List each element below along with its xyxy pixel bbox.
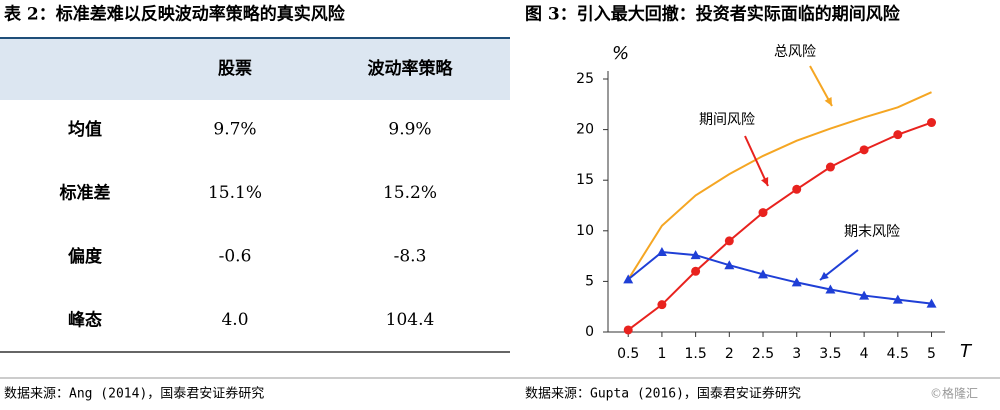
annotation-arrow	[744, 135, 769, 187]
x-tick-label: 4.5	[887, 346, 909, 362]
point	[623, 274, 634, 284]
x-tick-label: 3.5	[819, 346, 841, 362]
table-cell: 15.1%	[208, 183, 262, 203]
x-axis-label: T	[960, 341, 973, 362]
y-tick-label: 25	[576, 71, 594, 87]
point	[690, 250, 701, 260]
table-cell: 9.7%	[213, 120, 256, 140]
table-cell: -0.6	[219, 247, 252, 267]
table-row-label: 均值	[68, 119, 102, 140]
x-tick-label: 0.5	[617, 346, 639, 362]
point	[825, 162, 835, 172]
table-row-label: 峰态	[68, 310, 102, 331]
point	[825, 284, 836, 294]
point	[893, 130, 903, 140]
series-line	[627, 121, 932, 331]
table-cell: 4.0	[221, 310, 248, 330]
point	[623, 325, 633, 335]
series-line	[627, 251, 932, 305]
point	[792, 184, 802, 194]
table-cell: -8.3	[394, 247, 427, 267]
y-tick-label: 5	[585, 273, 594, 289]
point	[892, 294, 903, 304]
y-tick-label: 20	[576, 122, 594, 138]
series-annotation: 期末风险	[844, 224, 900, 240]
chart-source: 数据来源：Gupta (2016)，国泰君安证券研究	[525, 386, 801, 402]
point	[691, 266, 701, 276]
point	[657, 300, 667, 310]
point	[656, 247, 667, 257]
x-tick-label: 2.5	[752, 346, 774, 362]
arrow-head	[820, 271, 829, 280]
point	[926, 298, 937, 308]
point	[927, 118, 937, 128]
y-axis-label: %	[612, 43, 629, 64]
table-source: 数据来源：Ang (2014)，国泰君安证券研究	[4, 386, 264, 402]
table-cell: 9.9%	[388, 120, 431, 140]
series-line	[627, 91, 932, 280]
series-annotation: 总风险	[774, 44, 816, 60]
table-row-label: 标准差	[60, 183, 111, 204]
table-title: 表 2：标准差难以反映波动率策略的真实风险	[4, 4, 346, 25]
table-cell: 15.2%	[383, 183, 437, 203]
arrow-head	[761, 177, 769, 186]
y-tick-label: 15	[576, 172, 594, 188]
x-tick-label: 2	[725, 346, 734, 362]
x-tick-label: 3	[792, 346, 801, 362]
table-cell: 104.4	[386, 310, 435, 330]
series-annotation: 期间风险	[699, 112, 755, 128]
table-header-cell: 股票	[218, 59, 252, 79]
table-header-bg	[0, 38, 510, 100]
y-tick-label: 10	[576, 223, 594, 239]
chart-title: 图 3：引入最大回撤：投资者实际面临的期间风险	[525, 4, 901, 25]
point	[859, 290, 870, 300]
table-row-label: 偏度	[68, 246, 103, 267]
arrow-head	[824, 97, 832, 106]
point	[724, 260, 735, 270]
x-tick-label: 5	[927, 346, 936, 362]
table-header-cell: 波动率策略	[368, 58, 454, 79]
point	[758, 269, 769, 279]
y-tick-label: 0	[585, 324, 594, 340]
x-tick-label: 1.5	[684, 346, 706, 362]
point	[724, 236, 734, 246]
x-tick-label: 1	[657, 346, 666, 362]
watermark: ©格隆汇	[930, 386, 978, 401]
point	[758, 208, 768, 218]
point	[791, 277, 802, 287]
x-tick-label: 4	[860, 346, 869, 362]
point	[859, 145, 869, 155]
